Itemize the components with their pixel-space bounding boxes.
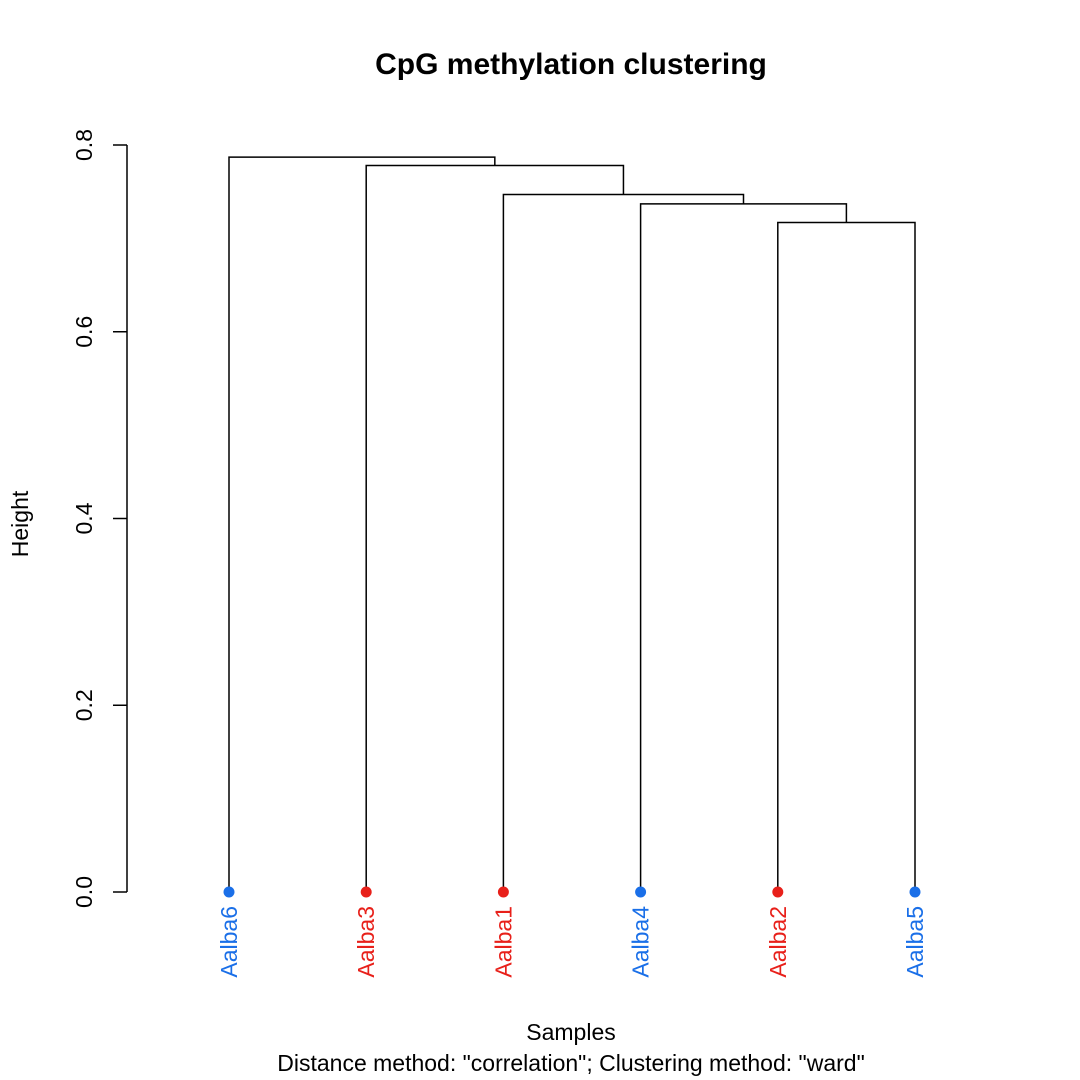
y-tick-label: 0.2: [71, 689, 97, 721]
leaf-label-aalba4: Aalba4: [628, 906, 654, 978]
leaf-point-aalba4: [635, 886, 647, 898]
y-tick-label: 0.6: [71, 316, 97, 348]
leaf-label-aalba5: Aalba5: [902, 906, 928, 978]
y-axis: 0.0 0.2 0.4 0.6 0.8 Height: [7, 129, 128, 908]
leaf-label-aalba2: Aalba2: [765, 906, 791, 978]
y-ticks: 0.0 0.2 0.4 0.6 0.8: [71, 129, 127, 908]
dendrogram-leaves: Aalba6 Aalba3 Aalba1 Aalba4 Aalba2 Aalba5: [216, 886, 928, 978]
chart-subtitle: Distance method: "correlation"; Clusteri…: [277, 1050, 864, 1076]
leaf-label-aalba3: Aalba3: [353, 906, 379, 978]
leaf-point-aalba5: [909, 886, 921, 898]
leaf-point-aalba6: [223, 886, 235, 898]
leaf-point-aalba1: [497, 886, 509, 898]
x-axis-label: Samples: [526, 1019, 615, 1045]
leaf-label-aalba1: Aalba1: [490, 906, 516, 978]
y-axis-label: Height: [7, 490, 33, 557]
branch-merge-3: [502, 193, 745, 892]
branch-merge-5: [228, 156, 496, 892]
dendrogram-branches: [228, 156, 916, 892]
y-tick-label: 0.8: [71, 129, 97, 161]
branch-merge-2: [639, 203, 848, 892]
leaf-label-aalba6: Aalba6: [216, 906, 242, 978]
y-tick-label: 0.4: [71, 502, 97, 534]
leaf-point-aalba3: [360, 886, 372, 898]
chart-title: CpG methylation clustering: [375, 48, 767, 81]
branch-merge-1: [777, 221, 916, 892]
branch-merge-4: [365, 164, 625, 892]
y-tick-label: 0.0: [71, 876, 97, 908]
leaf-point-aalba2: [772, 886, 784, 898]
